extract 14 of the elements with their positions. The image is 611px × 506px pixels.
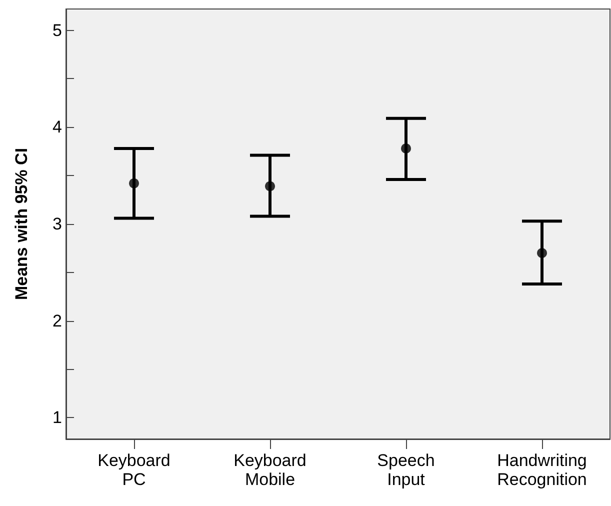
y-tick-label: 4 [52,118,62,137]
y-tick-label: 3 [52,214,62,234]
y-tick-label: 1 [52,408,62,428]
point [129,178,139,188]
x-tick-label: Keyboard Mobile [234,451,306,489]
y-tick-label: 5 [52,20,62,40]
y-axis-title: Means with 95% CI [12,148,31,300]
x-tick-label: Handwriting Recognition [497,451,587,489]
y-tick-label: 2 [52,311,62,330]
point [265,181,275,192]
x-tick-label: Keyboard PC [98,451,170,489]
point [401,143,411,154]
point [537,248,547,258]
x-tick-label: Speech Input [377,451,435,489]
